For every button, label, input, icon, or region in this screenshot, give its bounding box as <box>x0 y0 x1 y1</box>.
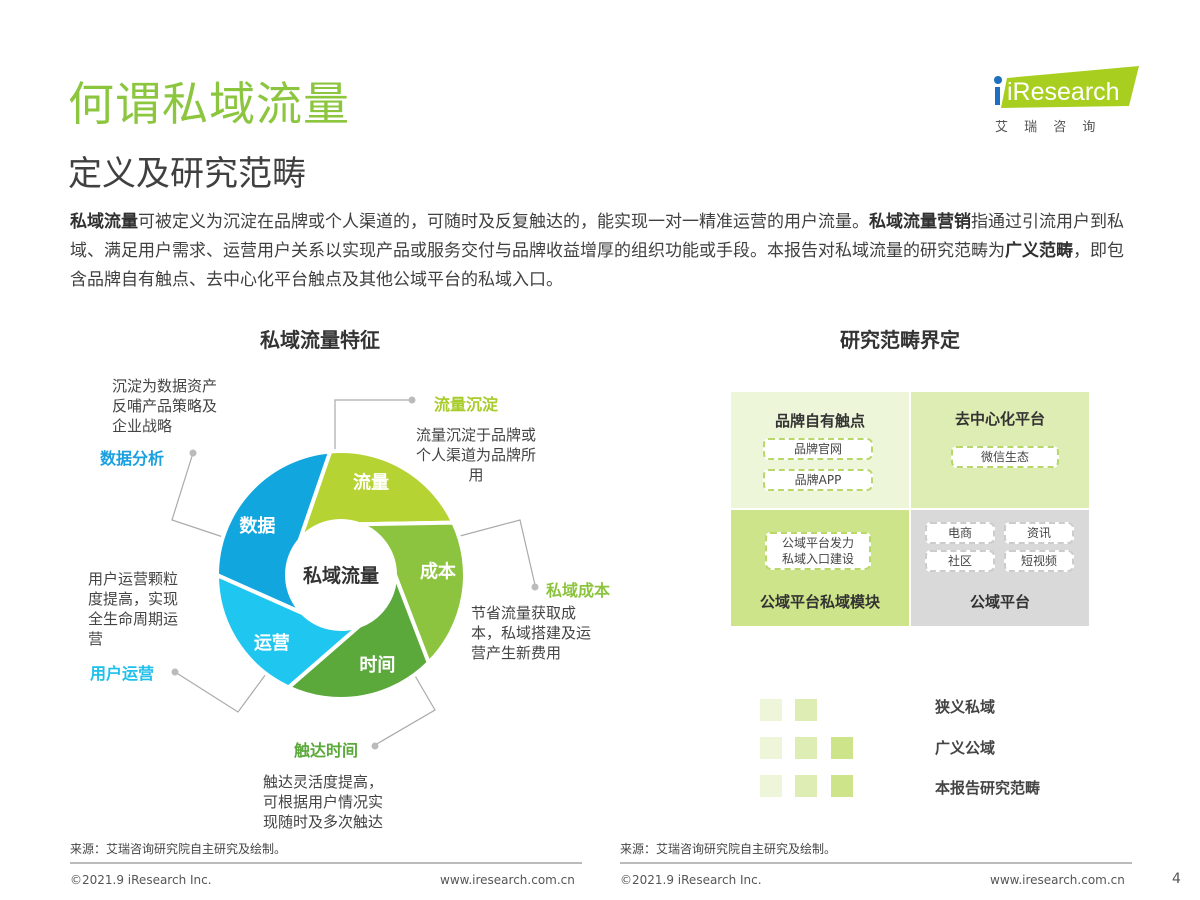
iresearch-logo: iResearch 艾 瑞 咨 询 <box>993 64 1141 136</box>
page-subtitle: 定义及研究范畴 <box>68 154 306 194</box>
left-section-title: 私域流量特征 <box>260 328 380 352</box>
source-left: 来源：艾瑞咨询研究院自主研究及绘制。 <box>70 842 287 856</box>
desc-traffic: 流量沉淀于品牌或个人渠道为品牌所用 <box>415 426 536 484</box>
legend-swatch <box>795 775 817 797</box>
legend-swatch <box>760 775 782 797</box>
donut-segment-1 <box>358 520 467 667</box>
callout-data: 数据分析 <box>100 449 165 468</box>
pill-short-video: 短视频 <box>1004 550 1074 572</box>
intro-text-2: 指通过引流用户到私域、满足用户需求、运营用户关系以实现产品或服务交付与品牌收益增… <box>70 212 1124 261</box>
desc-operation: 用户运营颗粒度提高，实现全生命周期运营 <box>88 570 179 648</box>
cell-public-private-module: 公域平台发力 私域入口建设 公域平台私域模块 <box>731 510 909 626</box>
pill-private-entry: 公域平台发力 私域入口建设 <box>765 532 871 570</box>
pill-wechat: 微信生态 <box>951 446 1059 468</box>
scope-grid: 品牌自有触点 品牌官网 品牌APP 去中心化平台 微信生态 公域平台发力 私域入… <box>731 392 1090 626</box>
term-private-traffic: 私域流量 <box>70 212 138 232</box>
segment-label: 成本 <box>420 561 456 583</box>
intro-text-3: ，即包含品牌自有触点、去中心化平台触点及其他公域平台的私域入口。 <box>70 241 1124 290</box>
desc-time: 触达灵活度提高，可根据用户情况实现随时及多次触达 <box>263 773 384 831</box>
right-section-title: 研究范畴界定 <box>840 328 960 352</box>
legend-swatch <box>795 737 817 759</box>
page-number: 4 <box>1172 871 1181 887</box>
footer-copyright: ©2021.9 iResearch Inc. <box>620 873 762 887</box>
pill-brand-site: 品牌官网 <box>763 438 873 460</box>
term-broad-scope: 广义范畴 <box>1005 241 1073 261</box>
desc-cost: 节省流量获取成本，私域搭建及运营产生新费用 <box>471 604 592 662</box>
cell-title: 品牌自有触点 <box>774 412 865 430</box>
leader-line <box>444 519 536 586</box>
logo-icon: iResearch <box>994 66 1139 108</box>
donut-segment-3 <box>214 571 361 690</box>
segment-label: 时间 <box>359 655 395 676</box>
footer-url: www.iresearch.com.cn <box>990 873 1125 887</box>
pill-community: 社区 <box>925 550 995 572</box>
footer-copyright: ©2021.9 iResearch Inc. <box>70 873 212 887</box>
pill-news: 资讯 <box>1004 522 1074 544</box>
donut-segment-4 <box>214 449 334 616</box>
segment-label: 运营 <box>254 632 290 654</box>
footer-url: www.iresearch.com.cn <box>440 873 575 887</box>
callout-cost: 私域成本 <box>546 581 611 600</box>
cell-title: 公域平台 <box>969 593 1030 611</box>
cell-public-platform: 电商 资讯 社区 短视频 公域平台 <box>911 510 1089 626</box>
donut-center-label: 私域流量 <box>303 564 379 587</box>
legend-report-scope: 本报告研究范畴 <box>935 779 1041 797</box>
intro-paragraph: 私域流量可被定义为沉淀在品牌或个人渠道的，可随时及反复触达的，能实现一对一精准运… <box>70 208 1140 295</box>
divider <box>620 862 1132 864</box>
legend-swatch <box>831 737 853 759</box>
segment-label: 流量 <box>353 472 389 494</box>
divider <box>70 862 582 864</box>
logo-text: iResearch <box>1007 78 1120 106</box>
callout-time: 触达时间 <box>294 741 359 760</box>
source-right: 来源：艾瑞咨询研究院自主研究及绘制。 <box>620 842 837 856</box>
pill-brand-app: 品牌APP <box>763 469 873 491</box>
segment-label: 数据 <box>239 515 275 537</box>
callout-operation: 用户运营 <box>90 664 155 683</box>
legend-swatch <box>760 737 782 759</box>
legend-swatch <box>760 699 782 721</box>
cell-decentralized: 去中心化平台 微信生态 <box>911 392 1089 508</box>
logo-cn: 艾 瑞 咨 询 <box>995 120 1102 135</box>
leader-line <box>171 452 233 541</box>
pill-ecommerce: 电商 <box>925 522 995 544</box>
legend-swatch <box>795 699 817 721</box>
cell-title: 去中心化平台 <box>954 410 1045 428</box>
donut-segment-2 <box>284 574 432 701</box>
callout-traffic: 流量沉淀 <box>434 395 499 414</box>
desc-data: 沉淀为数据资产反哺产品策略及企业战略 <box>112 377 218 435</box>
intro-text-1: 可被定义为沉淀在品牌或个人渠道的，可随时及反复触达的，能实现一对一精准运营的用户… <box>138 212 869 232</box>
legend-broad-public: 广义公域 <box>935 739 996 757</box>
donut-segment-0 <box>297 449 457 542</box>
page-title: 何谓私域流量 <box>68 77 350 131</box>
term-marketing: 私域流量营销 <box>869 212 971 232</box>
cell-title: 公域平台私域模块 <box>759 593 880 611</box>
legend-swatch <box>831 775 853 797</box>
cell-brand-touchpoints: 品牌自有触点 品牌官网 品牌APP <box>731 392 909 508</box>
legend-narrow-private: 狭义私域 <box>935 698 996 716</box>
